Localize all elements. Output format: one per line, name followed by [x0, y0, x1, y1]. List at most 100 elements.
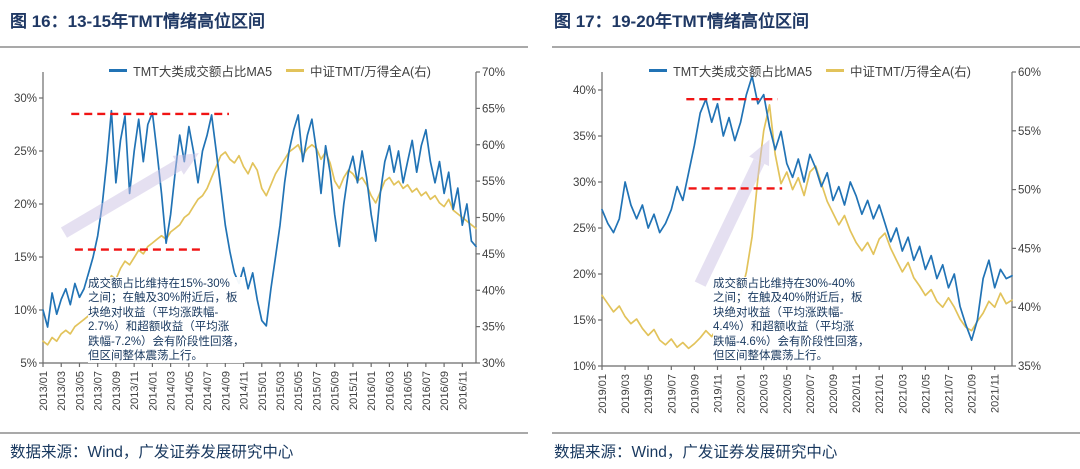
svg-text:2014/11: 2014/11: [239, 371, 251, 410]
yellow-line-swatch-icon: [826, 69, 845, 72]
svg-text:2016/11: 2016/11: [457, 371, 469, 410]
svg-text:60%: 60%: [482, 140, 505, 152]
svg-text:2016/01: 2016/01: [366, 371, 378, 411]
blue-line-swatch-icon: [109, 69, 128, 72]
svg-text:2015/01: 2015/01: [257, 371, 269, 411]
chart-16-area: 5% 10% 15% 20% 25% 30% 30% 35% 40% 45% 50% 55% 60% 65…: [4, 52, 536, 432]
svg-text:15%: 15%: [14, 252, 37, 264]
legend-label: 中证TMT/万得全A(右): [310, 65, 431, 79]
svg-text:45%: 45%: [1018, 243, 1041, 255]
threshold-dashed-lines: [71, 112, 229, 251]
series-blue: [42, 109, 477, 328]
svg-text:2016/07: 2016/07: [421, 371, 433, 411]
svg-text:40%: 40%: [1018, 302, 1041, 314]
svg-text:10%: 10%: [573, 361, 596, 373]
svg-text:55%: 55%: [1018, 126, 1041, 138]
svg-text:55%: 55%: [482, 176, 505, 188]
svg-text:2016/09: 2016/09: [439, 371, 451, 411]
svg-text:2014/09: 2014/09: [220, 371, 232, 411]
svg-text:2021/05: 2021/05: [920, 374, 932, 414]
svg-text:2013/11: 2013/11: [129, 371, 141, 410]
svg-text:40%: 40%: [482, 285, 505, 297]
svg-text:2013/09: 2013/09: [111, 371, 123, 411]
yellow-line-swatch-icon: [286, 69, 305, 72]
left-axis-labels: 10% 15% 20% 25% 30% 35% 40%: [573, 85, 602, 373]
legend-item-blue: TMT大类成交额占比MA5: [109, 61, 272, 80]
right-axis-labels: 35% 40% 45% 50% 55% 60%: [1012, 67, 1041, 373]
svg-text:15%: 15%: [573, 315, 596, 327]
svg-text:2015/11: 2015/11: [348, 371, 360, 410]
series-yellow: [601, 104, 1013, 350]
axes: [601, 72, 1013, 367]
svg-text:2016/03: 2016/03: [384, 371, 396, 411]
svg-text:2015/05: 2015/05: [293, 371, 305, 411]
svg-text:2015/09: 2015/09: [330, 371, 342, 411]
svg-text:25%: 25%: [573, 223, 596, 235]
source-note: 数据来源：Wind，广发证券发展研究中心: [10, 444, 294, 461]
svg-text:35%: 35%: [1018, 361, 1041, 373]
svg-text:35%: 35%: [573, 131, 596, 143]
chart-17-area: 10% 15% 20% 25% 30% 35% 40% 35% 40% 45% 50% 55% 60% 2…: [548, 52, 1080, 432]
svg-text:5%: 5%: [20, 358, 37, 370]
svg-text:2020/03: 2020/03: [759, 374, 771, 414]
trend-arrow: [60, 153, 199, 238]
figure-17-title: 图 17：19-20年TMT情绪高位区间: [554, 12, 810, 31]
svg-text:2019/05: 2019/05: [643, 374, 655, 414]
divider-line: [552, 432, 1080, 434]
left-axis-labels: 5% 10% 15% 20% 25% 30%: [14, 93, 43, 370]
svg-text:50%: 50%: [482, 213, 505, 225]
svg-text:2013/07: 2013/07: [93, 371, 105, 411]
svg-text:2014/07: 2014/07: [202, 371, 214, 411]
divider-line: [552, 46, 1080, 48]
legend-label: TMT大类成交额占比MA5: [673, 65, 813, 79]
svg-text:2020/01: 2020/01: [736, 374, 748, 414]
svg-text:2014/05: 2014/05: [184, 371, 196, 411]
svg-text:2020/05: 2020/05: [782, 374, 794, 414]
legend-label: TMT大类成交额占比MA5: [133, 65, 273, 79]
svg-text:2013/05: 2013/05: [74, 371, 86, 411]
svg-text:30%: 30%: [482, 358, 505, 370]
legend-label: 中证TMT/万得全A(右): [850, 65, 971, 79]
divider-line: [0, 432, 528, 434]
svg-text:2020/07: 2020/07: [805, 374, 817, 414]
series-blue: [601, 75, 1013, 342]
svg-text:2021/03: 2021/03: [897, 374, 909, 414]
svg-text:65%: 65%: [482, 103, 505, 115]
legend-item-yellow: 中证TMT/万得全A(右): [826, 61, 971, 80]
legend: TMT大类成交额占比MA5 中证TMT/万得全A(右): [540, 61, 1080, 80]
x-axis-labels: 2019/01 2019/03 2019/05 2019/07 2019/09 2019/…: [597, 366, 1002, 414]
svg-text:25%: 25%: [14, 146, 37, 158]
figure-17: 图 17：19-20年TMT情绪高位区间 TMT大类成交额占比MA5 中证TMT…: [540, 0, 1080, 469]
svg-text:2021/11: 2021/11: [990, 374, 1002, 413]
legend: TMT大类成交额占比MA5 中证TMT/万得全A(右): [0, 61, 540, 80]
svg-text:2020/11: 2020/11: [851, 374, 863, 413]
svg-text:2013/01: 2013/01: [38, 371, 50, 411]
svg-text:2019/01: 2019/01: [597, 374, 609, 414]
threshold-dashed-lines: [686, 98, 783, 190]
legend-item-yellow: 中证TMT/万得全A(右): [286, 61, 431, 80]
svg-text:2014/03: 2014/03: [166, 371, 178, 411]
svg-text:2021/07: 2021/07: [943, 374, 955, 414]
blue-line-swatch-icon: [649, 69, 668, 72]
chart-17-svg: 10% 15% 20% 25% 30% 35% 40% 35% 40% 45% 50% 55% 60% 2…: [573, 67, 1041, 414]
divider-line: [0, 46, 528, 48]
svg-text:2015/03: 2015/03: [275, 371, 287, 411]
svg-text:2019/03: 2019/03: [620, 374, 632, 414]
svg-text:20%: 20%: [14, 199, 37, 211]
svg-text:20%: 20%: [573, 269, 596, 281]
figure-16-title: 图 16：13-15年TMT情绪高位区间: [10, 12, 266, 31]
svg-text:2019/07: 2019/07: [666, 374, 678, 414]
svg-text:2019/11: 2019/11: [712, 374, 724, 413]
trend-arrow: [694, 139, 770, 287]
svg-text:60%: 60%: [1018, 67, 1041, 79]
figure-16: 图 16：13-15年TMT情绪高位区间 TMT大类成交额占比MA5 中证TMT…: [0, 12, 540, 461]
x-axis-labels: 2013/01 2013/03 2013/05 2013/07 2013/09 2013/…: [38, 363, 469, 411]
svg-text:10%: 10%: [14, 305, 37, 317]
svg-text:30%: 30%: [573, 177, 596, 189]
svg-text:2021/09: 2021/09: [967, 374, 979, 414]
svg-text:45%: 45%: [482, 249, 505, 261]
svg-text:40%: 40%: [573, 85, 596, 97]
svg-text:2020/09: 2020/09: [828, 374, 840, 414]
svg-text:50%: 50%: [1018, 185, 1041, 197]
